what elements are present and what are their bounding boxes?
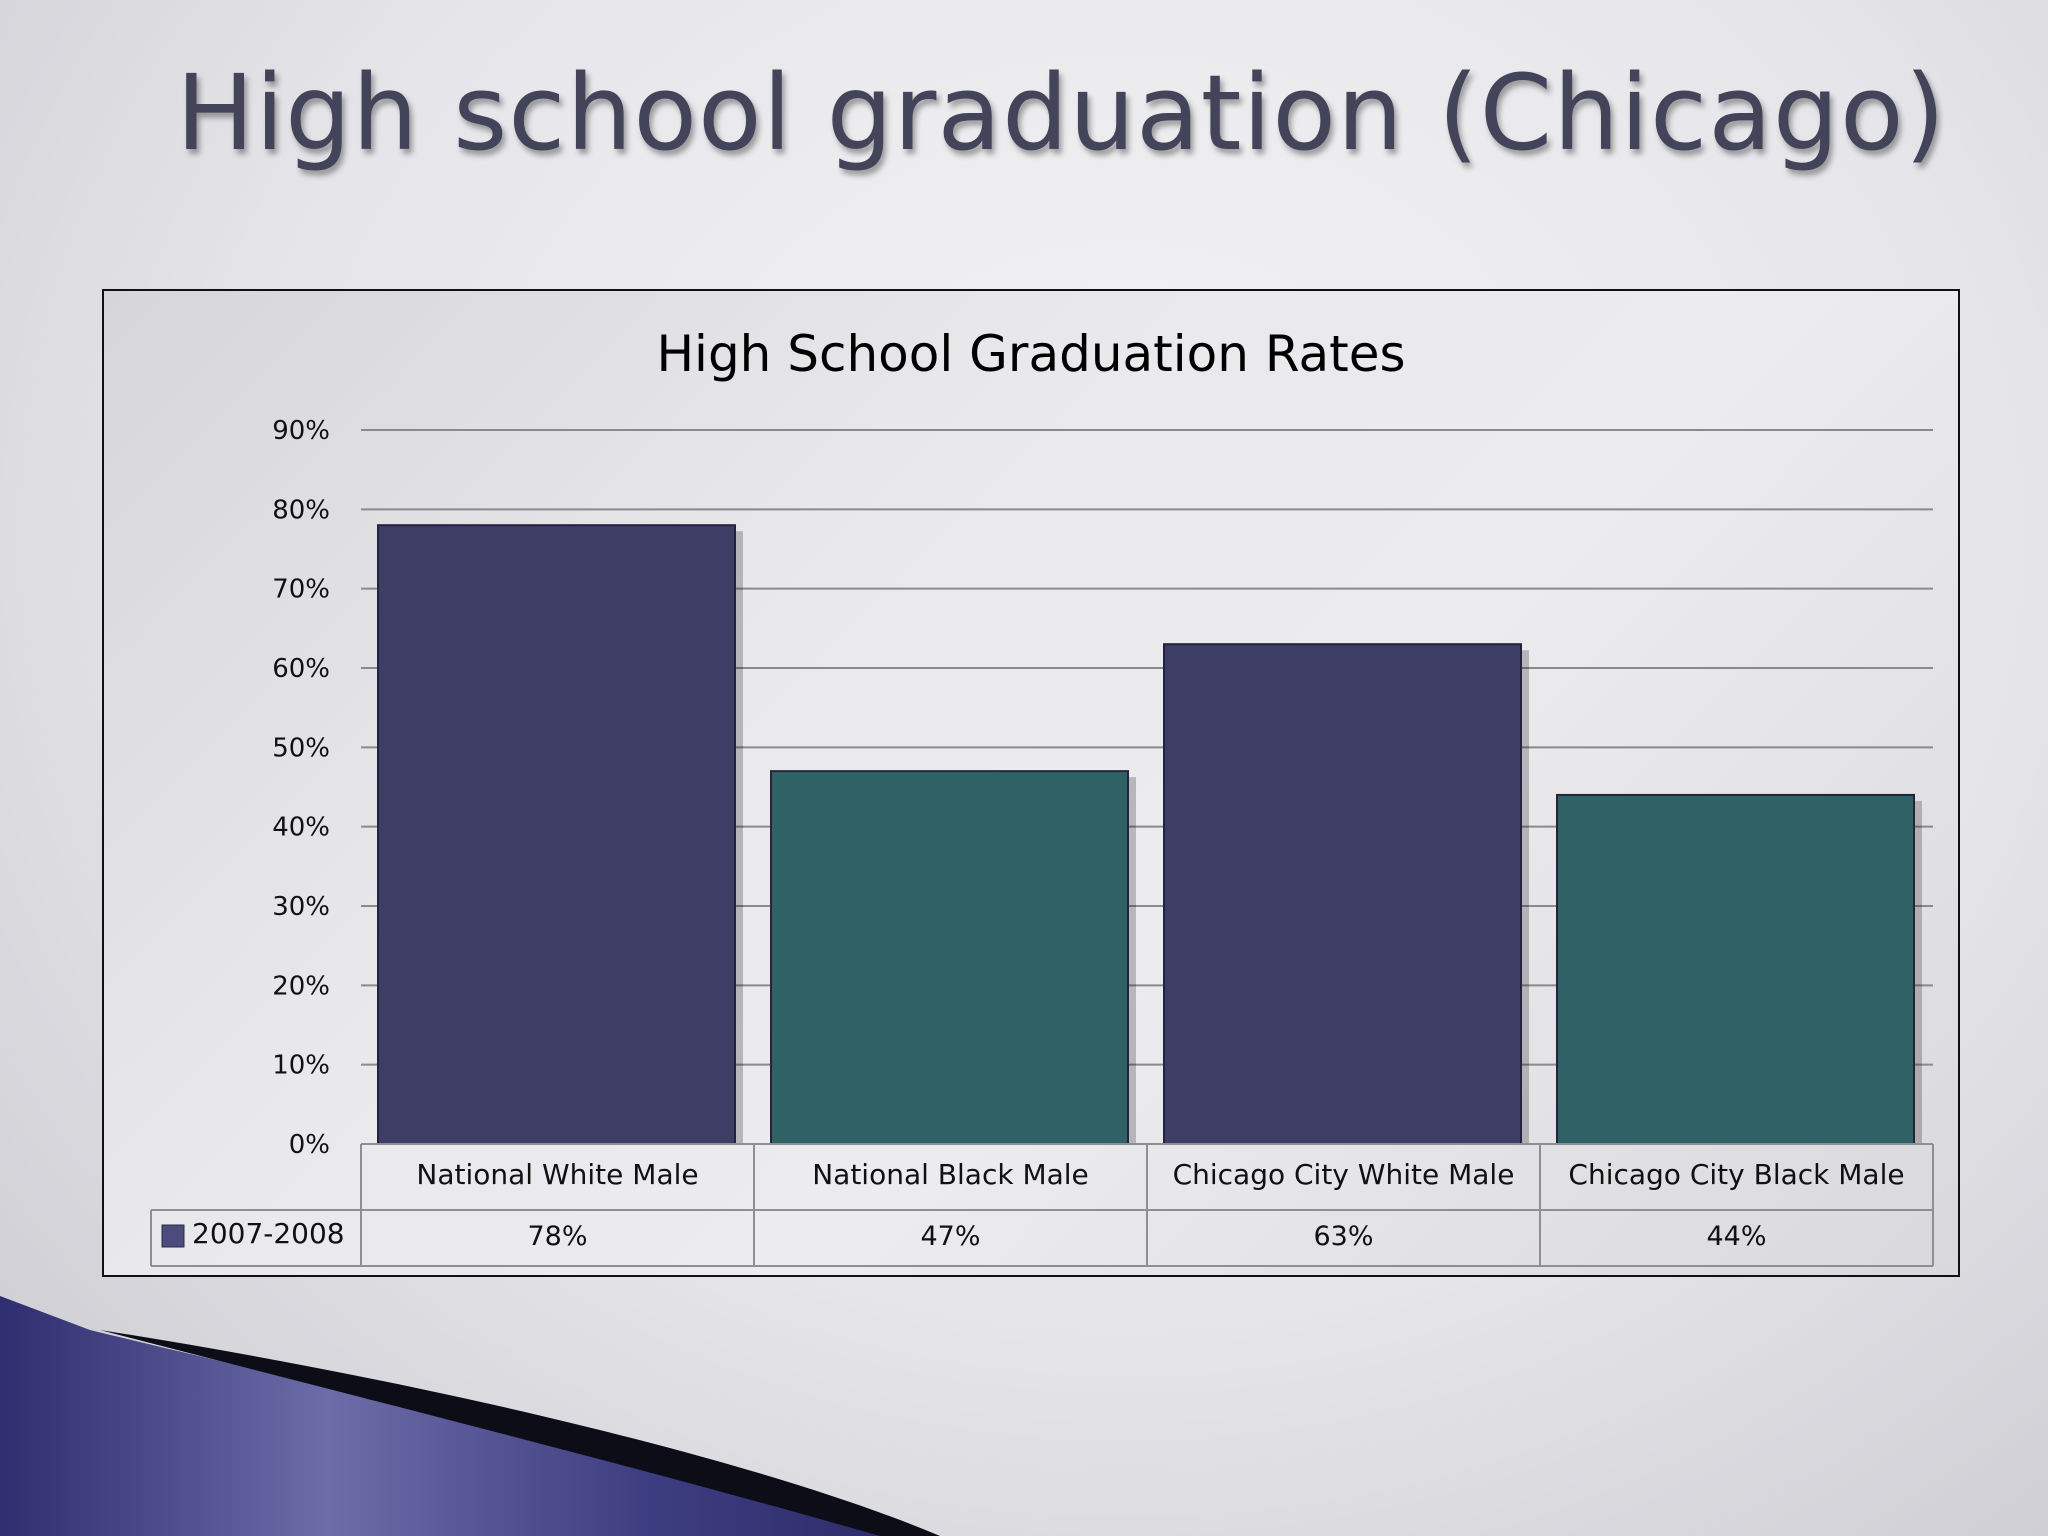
legend-swatch: [161, 1224, 185, 1248]
bar: [377, 524, 736, 1145]
y-tick-label: 30%: [272, 892, 330, 922]
y-tick-label: 40%: [272, 813, 330, 843]
legend-label: 2007-2008: [192, 1217, 345, 1250]
category-label: National White Male: [416, 1158, 698, 1191]
data-label: 44%: [1706, 1221, 1766, 1252]
category-label: Chicago City Black Male: [1568, 1158, 1904, 1191]
y-tick-label: 50%: [272, 733, 330, 763]
bar: [770, 770, 1129, 1145]
y-tick-label: 20%: [272, 971, 330, 1001]
y-tick-label: 80%: [272, 495, 330, 525]
bars: [377, 524, 1922, 1145]
bar-chart: 0% 10% 20% 30% 40% 50% 60% 70% 80% 90% National W…: [150, 416, 1934, 1267]
y-tick-label: 60%: [272, 654, 330, 684]
y-axis: 0% 10% 20% 30% 40% 50% 60% 70% 80% 90%: [272, 416, 330, 1160]
accent-swoosh-edge: [100, 1330, 940, 1536]
data-label: 63%: [1313, 1221, 1373, 1252]
y-tick-label: 90%: [272, 416, 330, 446]
category-label: National Black Male: [812, 1158, 1089, 1191]
slide-title: High school graduation (Chicago): [176, 52, 1947, 174]
data-label: 78%: [527, 1221, 587, 1252]
data-table: National White Male 78% National Black Mal…: [150, 1143, 1934, 1267]
data-label: 47%: [920, 1221, 980, 1252]
bar: [1556, 793, 1915, 1145]
y-tick-label: 70%: [272, 575, 330, 605]
bar: [1163, 643, 1522, 1145]
y-tick-label: 0%: [289, 1130, 330, 1160]
category-label: Chicago City White Male: [1173, 1158, 1515, 1191]
chart-frame: High School Graduation Rates 0% 10% 20% 30%…: [102, 289, 1960, 1277]
chart-title: High School Graduation Rates: [656, 325, 1406, 383]
y-tick-label: 10%: [272, 1051, 330, 1081]
